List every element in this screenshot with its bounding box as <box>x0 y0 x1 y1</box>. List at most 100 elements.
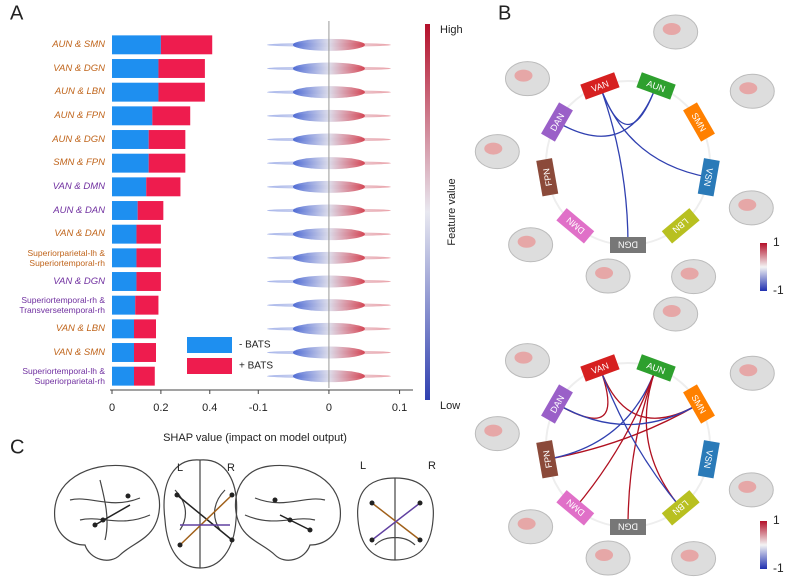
brain-highlight <box>484 424 503 437</box>
node-box <box>536 440 559 479</box>
brain-highlight <box>514 351 533 364</box>
network-node: LBN <box>661 208 700 244</box>
colorbar-tick-label: -1 <box>773 283 784 297</box>
network-node: VSN <box>697 440 720 479</box>
bar-segment <box>136 224 161 244</box>
brain-highlight <box>595 267 614 280</box>
network-node: DAN <box>541 384 573 424</box>
network-node: LBN <box>661 490 700 526</box>
bar-segment <box>112 35 161 55</box>
category-label: Superiortemporal-rh & Transversetemporal… <box>19 295 105 316</box>
legend-label: + BATS <box>239 361 273 372</box>
brain-side-label: R <box>428 460 436 472</box>
bar-segment <box>112 106 153 126</box>
category-label: VAN & SMN <box>53 346 105 358</box>
network-node: AUN <box>636 354 676 382</box>
node-box <box>580 354 620 382</box>
colorbar-high: High <box>440 24 463 36</box>
bar-segment <box>112 59 159 78</box>
category-label: AUN & LBN <box>54 86 105 98</box>
node-label: FPN <box>541 449 554 468</box>
bar-segment <box>152 106 191 126</box>
network-node: DAN <box>541 102 573 142</box>
colorbar <box>760 521 767 569</box>
bar-segment <box>158 59 205 78</box>
node-label: FPN <box>541 167 554 186</box>
node-box <box>636 72 676 100</box>
network-edge <box>556 85 657 137</box>
panel-label: B <box>498 2 511 24</box>
bar-segment <box>112 366 134 386</box>
node-box <box>556 490 595 526</box>
bar-segment <box>146 177 181 197</box>
brain-highlight <box>739 364 758 377</box>
network-node: SMN <box>683 384 715 424</box>
bar-segment <box>134 319 156 339</box>
x-tick-label: 0.4 <box>202 402 217 414</box>
bar-segment <box>134 343 156 362</box>
network-node: FPN <box>536 440 559 479</box>
bar-segment <box>112 153 149 173</box>
network-node: AUN <box>636 72 676 100</box>
brain-highlight <box>662 305 681 318</box>
brain-side-label: L <box>177 462 183 474</box>
bar-segment <box>112 319 134 339</box>
x-tick-label: 0 <box>109 402 115 414</box>
bar-segment <box>112 272 137 291</box>
x-tick-label: 0.1 <box>392 402 407 414</box>
colorbar <box>760 243 767 291</box>
x-tick-label: 0.2 <box>153 402 168 414</box>
network-node: SMN <box>683 102 715 142</box>
bar-segment <box>158 82 205 102</box>
bar-segment <box>160 35 213 55</box>
brain-highlight <box>738 480 757 493</box>
brain-connections <box>92 492 423 548</box>
brain-highlight <box>595 549 614 562</box>
category-label: AUN & DAN <box>53 204 105 216</box>
node-label: VSN <box>702 167 715 187</box>
brain-outlines <box>54 459 434 569</box>
network-edge <box>599 367 682 509</box>
panel-label: A <box>10 2 24 24</box>
node-box <box>610 519 646 535</box>
brain-highlight <box>739 82 758 95</box>
brain-highlight <box>517 517 536 530</box>
bar-segment <box>112 177 147 197</box>
bar-segment <box>137 201 164 220</box>
bar-segment <box>136 272 161 291</box>
node-box <box>697 440 720 479</box>
bar-segment <box>112 343 134 362</box>
category-label: SMN & FPN <box>53 157 105 169</box>
colorbar-tick-label: 1 <box>773 513 780 527</box>
bar-segment <box>112 224 137 244</box>
network-node: FPN <box>536 158 559 197</box>
bar-segment <box>135 295 159 315</box>
node-box <box>683 102 715 142</box>
node-box <box>610 237 646 253</box>
bar-segment <box>112 130 149 149</box>
category-label: AUN & SMN <box>52 38 105 50</box>
network-edge <box>556 403 700 426</box>
bar-segment <box>136 248 161 268</box>
network-node: DGN <box>610 237 646 253</box>
colorbar <box>425 24 430 400</box>
category-label: VAN & DAN <box>54 228 105 240</box>
category-label: VAN & DGN <box>53 275 105 287</box>
bar-segment <box>112 201 138 220</box>
node-label: DGN <box>618 240 638 250</box>
colorbar-title: Feature value <box>446 178 458 245</box>
category-label: VAN & DGN <box>53 62 105 74</box>
node-box <box>661 208 700 244</box>
bar-segment <box>112 82 159 102</box>
brain-side-label: L <box>360 460 366 472</box>
bar-segment <box>112 248 137 268</box>
network-node: VAN <box>580 354 620 382</box>
network-node: VAN <box>580 72 620 100</box>
brain-side-label: R <box>227 462 235 474</box>
node-box <box>541 384 573 424</box>
node-box <box>683 384 715 424</box>
category-label: VAN & LBN <box>55 322 105 334</box>
category-label: AUN & DGN <box>52 133 105 145</box>
